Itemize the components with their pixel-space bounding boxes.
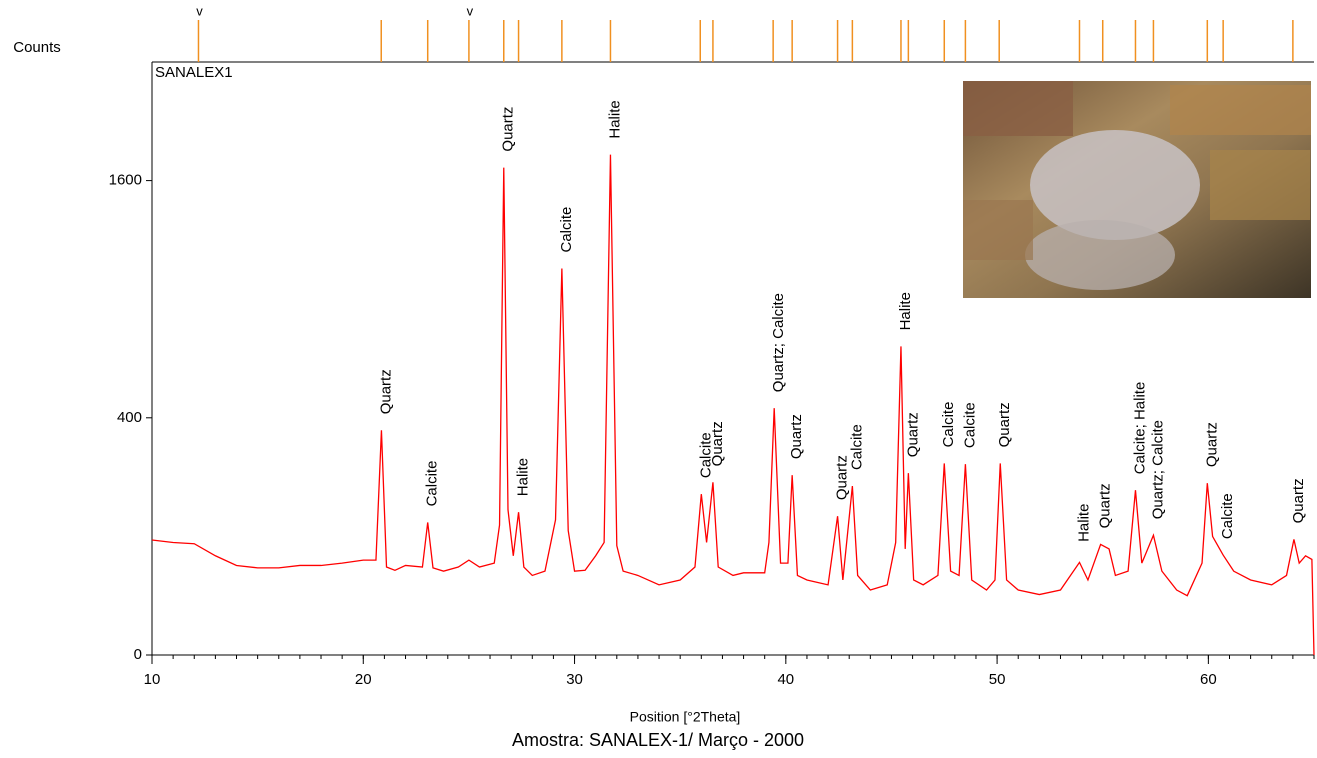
- chart: Counts SANALEX1 Position [°2Theta] Amost…: [0, 0, 1317, 758]
- peak-annotation: Calcite: [940, 402, 957, 448]
- peak-annotation: Calcite: [558, 207, 575, 253]
- peak-annotation: Quartz: [1290, 478, 1307, 523]
- chart-title: Amostra: SANALEX-1/ Março - 2000: [512, 730, 804, 750]
- peak-annotation: Quartz: [709, 421, 726, 466]
- peak-annotation: Quartz; Calcite: [1149, 420, 1166, 519]
- x-tick-label: 40: [777, 671, 794, 688]
- y-tick-label: 1600: [109, 172, 142, 189]
- peak-annotation: Halite: [606, 100, 623, 138]
- peak-annotation: Calcite: [1219, 493, 1236, 539]
- peak-annotation: Halite: [1075, 504, 1092, 542]
- x-tick-label: 10: [144, 671, 161, 688]
- peak-annotation: Quartz: [500, 107, 517, 152]
- peak-annotation: Halite: [515, 458, 532, 496]
- top-marker: v: [196, 3, 203, 18]
- x-tick-label: 50: [989, 671, 1006, 688]
- peak-annotation: Calcite: [848, 424, 865, 470]
- y-axis-label: Counts: [13, 39, 61, 56]
- peak-annotation: Calcite; Halite: [1131, 382, 1148, 475]
- x-axis-label: Position [°2Theta]: [630, 709, 741, 725]
- peak-annotation: Quartz: [1097, 483, 1114, 528]
- peak-annotation: Quartz: [377, 369, 394, 414]
- sample-label: SANALEX1: [155, 64, 233, 81]
- y-tick-label: 400: [117, 409, 142, 426]
- peak-annotation: Halite: [897, 292, 914, 330]
- peak-annotation: Quartz: [996, 402, 1013, 447]
- peak-annotation: Calcite: [424, 461, 441, 507]
- x-tick-label: 30: [566, 671, 583, 688]
- x-tick-label: 20: [355, 671, 372, 688]
- peak-annotation: Quartz: [788, 414, 805, 459]
- peak-annotation: Calcite: [961, 402, 978, 448]
- peak-annotation: Quartz: [1203, 422, 1220, 467]
- photo-inset: [963, 81, 1311, 298]
- peak-annotation: Quartz; Calcite: [770, 293, 787, 392]
- x-tick-label: 60: [1200, 671, 1217, 688]
- y-tick-label: 0: [134, 646, 142, 663]
- peak-annotation: Quartz: [904, 412, 921, 457]
- top-marker: v: [467, 3, 474, 18]
